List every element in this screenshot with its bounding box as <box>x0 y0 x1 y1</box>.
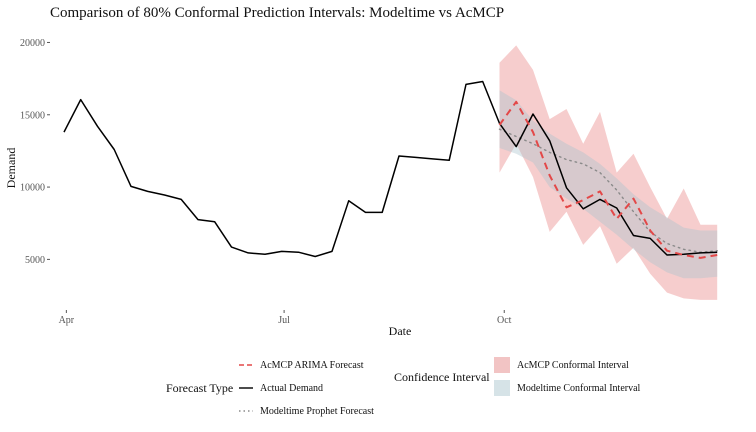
x-axis-title: Date <box>389 324 412 338</box>
legend-label-arima: AcMCP ARIMA Forecast <box>260 360 364 371</box>
chart-title: Comparison of 80% Conformal Prediction I… <box>50 5 504 21</box>
interval-bands <box>499 45 718 300</box>
legend-label-modeltime-interval: Modeltime Conformal Interval <box>517 383 641 394</box>
y-tick-label-2: 15000 <box>20 110 45 121</box>
legend-key-modeltime-interval <box>494 380 510 396</box>
legend-confidence-interval: Confidence Interval AcMCP Conformal Inte… <box>394 357 641 396</box>
legend-key-acmcp-interval <box>494 357 510 373</box>
x-tick-label-2: Oct <box>497 315 512 326</box>
interval-band-1 <box>499 90 718 279</box>
legend-label-actual: Actual Demand <box>260 383 323 394</box>
series-line-2 <box>498 128 718 253</box>
y-tick-label-1: 10000 <box>20 183 45 194</box>
plot-area <box>63 45 718 300</box>
x-tick-label-0: Apr <box>59 315 75 326</box>
series-line-1 <box>498 100 718 259</box>
legend-forecast-type: Forecast Type AcMCP ARIMA Forecast Actua… <box>166 360 374 417</box>
y-tick-label-0: 5000 <box>25 255 45 266</box>
x-axis: Apr Jul Oct <box>59 310 512 326</box>
y-axis-title: Demand <box>4 148 18 189</box>
interval-band-0 <box>499 45 718 300</box>
y-tick-label-3: 20000 <box>20 38 45 49</box>
x-tick-label-1: Jul <box>278 315 290 326</box>
series-lines <box>63 80 718 259</box>
legend-label-acmcp-interval: AcMCP Conformal Interval <box>517 360 629 371</box>
y-axis: 5000 10000 15000 20000 <box>20 38 50 266</box>
legend-forecast-type-title: Forecast Type <box>166 381 233 395</box>
legend-confidence-title: Confidence Interval <box>394 370 490 384</box>
legend-label-prophet: Modeltime Prophet Forecast <box>260 406 374 417</box>
